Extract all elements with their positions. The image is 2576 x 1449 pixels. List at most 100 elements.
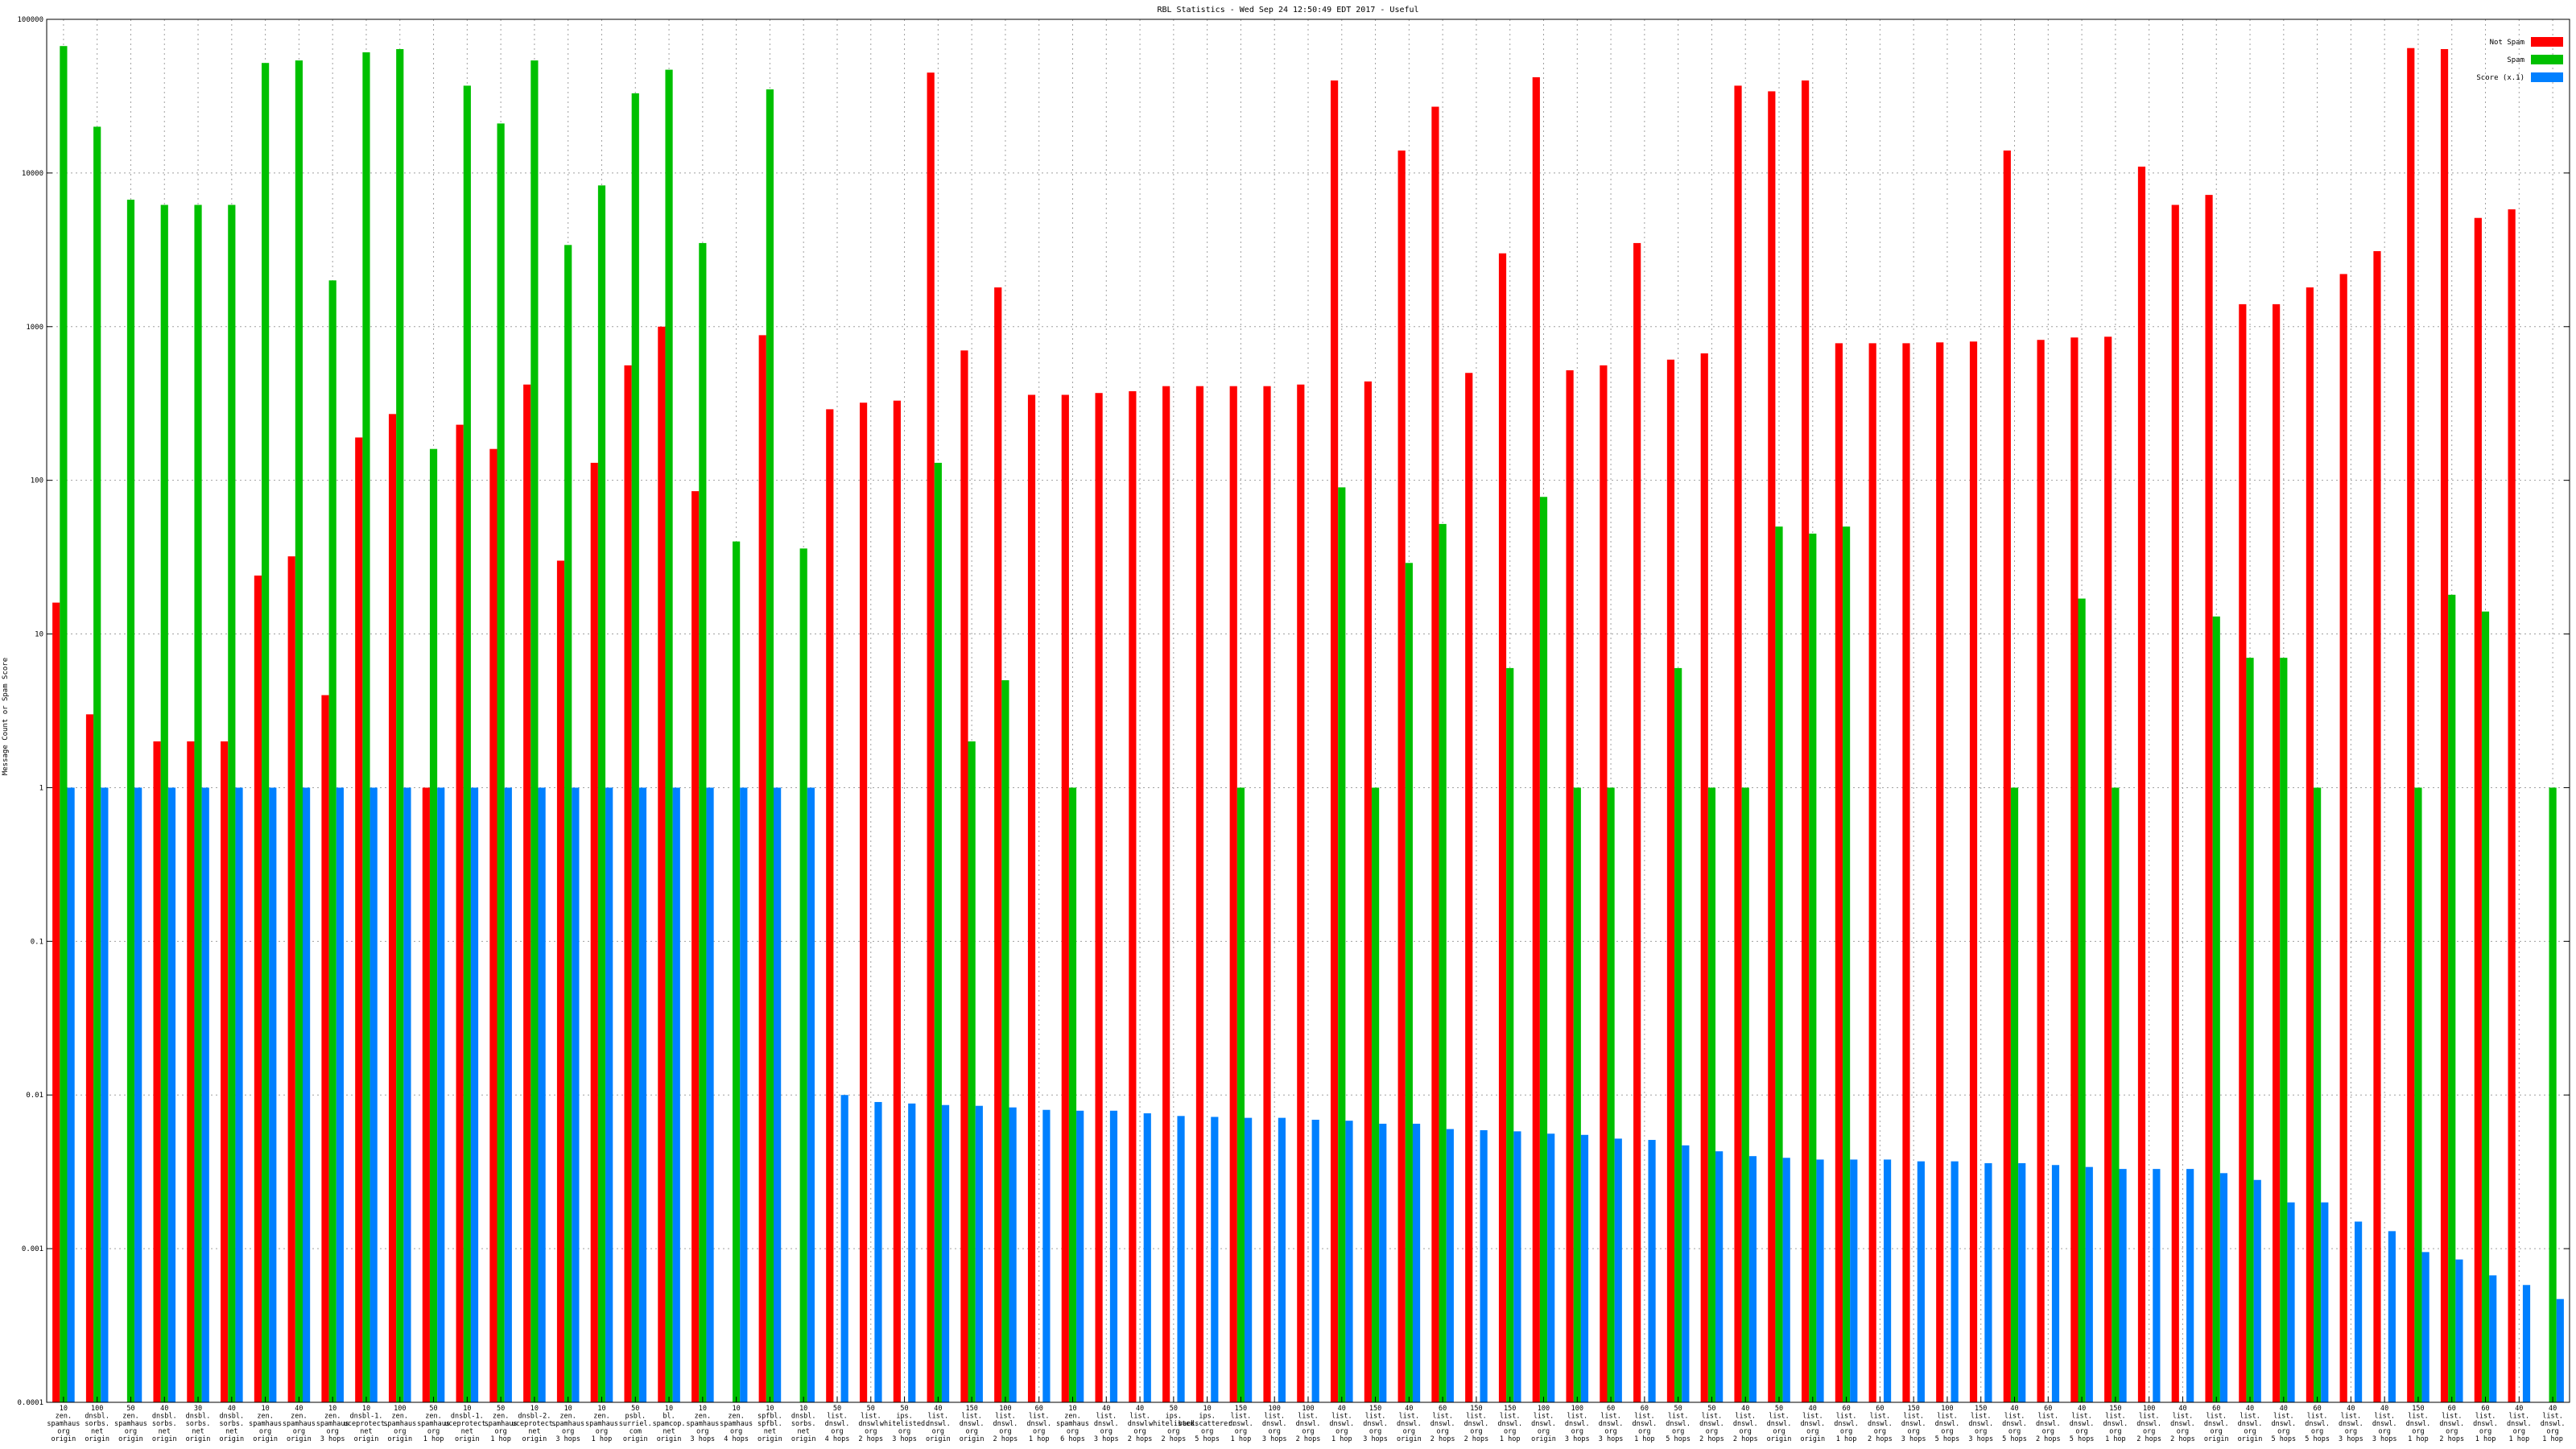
- bar-not-spam: [2239, 303, 2247, 1402]
- bar-not-spam: [1195, 386, 1204, 1403]
- bar-score-x: [2051, 1165, 2060, 1402]
- bar-not-spam: [287, 556, 295, 1402]
- bar-not-spam: [2137, 166, 2146, 1402]
- x-category-label: 50 list. dnswl. org 2 hops: [1699, 1405, 1724, 1443]
- chart-title: RBL Statistics - Wed Sep 24 12:50:49 EDT…: [1157, 6, 1418, 14]
- bar-spam: [934, 462, 942, 1402]
- bar-score-x: [2321, 1202, 2329, 1402]
- bar-score-x: [1009, 1107, 1017, 1402]
- bar-not-spam: [859, 402, 868, 1402]
- bar-score-x: [1648, 1140, 1656, 1402]
- bar-spam: [126, 200, 135, 1403]
- x-category-label: 60 list. dnswl. org 1 hop: [1026, 1405, 1051, 1443]
- x-category-label: 10 zen. spamhaus org origin: [249, 1405, 282, 1443]
- bar-score-x: [2219, 1173, 2228, 1402]
- x-category-label: 150 list. dnswl. org 1 hop: [1497, 1405, 1522, 1443]
- x-category-label: 100 list. dnswl. org 3 hops: [1565, 1405, 1590, 1443]
- bar-score-x: [369, 787, 378, 1402]
- bar-score-x: [67, 787, 75, 1402]
- bar-not-spam: [422, 787, 430, 1402]
- bar-spam: [1707, 787, 1716, 1402]
- bar-score-x: [706, 787, 714, 1402]
- bar-score-x: [774, 787, 782, 1402]
- x-category-label: 40 list. dnswl. org 1 hop: [1329, 1405, 1354, 1443]
- bar-spam: [2314, 787, 2322, 1402]
- bar-score-x: [2119, 1169, 2127, 1402]
- axes: 0.0001 0.001 0.01 0.1 1 10 100 1000 10000 100000: [17, 16, 2570, 1407]
- x-category-label: 150 list. dnswl. org 1 hop: [2406, 1405, 2431, 1443]
- x-category-label: 40 dnsbl. sorbs. net origin: [152, 1405, 177, 1443]
- x-category-label: 50 zen. spamhaus org 1 hop: [485, 1405, 518, 1443]
- bar-not-spam: [1498, 253, 1507, 1402]
- bar-score-x: [1782, 1158, 1790, 1402]
- bar-spam: [968, 741, 976, 1402]
- bar-not-spam: [1902, 343, 1910, 1402]
- bar-score-x: [201, 787, 209, 1402]
- x-category-label: 40 list. dnswl. org 5 hops: [2002, 1405, 2027, 1443]
- bar-not-spam: [321, 695, 329, 1402]
- bar-spam: [1573, 787, 1581, 1402]
- x-category-label: 40 list. dnswl. org 1 hop: [2541, 1405, 2566, 1443]
- bar-not-spam: [1431, 106, 1439, 1402]
- bar-spam: [564, 245, 572, 1403]
- bar-score-x: [1748, 1156, 1757, 1402]
- bar-score-x: [1211, 1117, 1219, 1402]
- bar-not-spam: [1532, 76, 1540, 1403]
- bar-score-x: [437, 787, 445, 1402]
- bar-spam: [2448, 594, 2456, 1402]
- x-category-label: 150 list. dnswl. org 3 hops: [1363, 1405, 1388, 1443]
- x-category-label: 10 dnsbl-1. uceprotect. net origin: [344, 1405, 389, 1443]
- x-category-label: 30 dnsbl. sorbs. net origin: [186, 1405, 211, 1443]
- bar-not-spam: [2474, 217, 2482, 1403]
- bar-score-x: [1109, 1110, 1118, 1402]
- x-category-label: 10 zen. spamhaus org 3 hops: [686, 1405, 719, 1443]
- bar-score-x: [1816, 1159, 1824, 1402]
- bar-not-spam: [2003, 150, 2011, 1403]
- bar-spam: [2112, 787, 2120, 1402]
- x-category-label: 60 list. dnswl. org 3 hops: [1599, 1405, 1624, 1443]
- bar-spam: [1001, 680, 1009, 1402]
- bar-not-spam: [1936, 342, 1944, 1403]
- bar-not-spam: [1061, 394, 1069, 1402]
- bar-spam: [2414, 787, 2422, 1402]
- y-tick-label: 0.1: [31, 938, 43, 946]
- legend: Not Spam Spam Score (x.1): [2476, 37, 2563, 82]
- bar-score-x: [1513, 1131, 1521, 1402]
- legend-swatch: [2531, 37, 2563, 47]
- x-category-label: 10 zen. spamhaus org 1 hop: [585, 1405, 618, 1443]
- x-category-label: 40 list. dnswl. org origin: [1800, 1405, 1825, 1443]
- bar-not-spam: [523, 384, 531, 1402]
- bar-not-spam: [1095, 393, 1103, 1403]
- bar-spam: [429, 448, 438, 1403]
- legend-label: Not Spam: [2490, 39, 2524, 47]
- bar-spam: [1506, 667, 1514, 1402]
- bar-not-spam: [254, 575, 262, 1402]
- bar-spam: [2010, 787, 2019, 1402]
- x-category-label: 40 list. dnswl. org 5 hops: [2271, 1405, 2296, 1443]
- x-category-label: 100 list. dnswl. org origin: [1531, 1405, 1556, 1443]
- bar-spam: [665, 69, 673, 1402]
- bar-score-x: [134, 787, 142, 1402]
- bar-score-x: [101, 787, 109, 1402]
- y-tick-label: 10000: [22, 170, 43, 178]
- bar-score-x: [1345, 1121, 1353, 1402]
- bar-not-spam: [1700, 353, 1708, 1403]
- bar-score-x: [2085, 1166, 2093, 1402]
- bar-spam: [60, 46, 68, 1402]
- bar-score-x: [336, 787, 344, 1402]
- bar-spam: [1068, 787, 1077, 1402]
- x-category-label: 100 zen. spamhaus org origin: [383, 1405, 416, 1443]
- bar-score-x: [1278, 1117, 1286, 1402]
- bar-not-spam: [1734, 85, 1742, 1402]
- legend-swatch: [2531, 55, 2563, 64]
- x-category-label: 10 zen. spamhaus org 3 hops: [316, 1405, 349, 1443]
- bar-not-spam: [2037, 340, 2045, 1403]
- x-category-label: 10 zen. spamhaus org 6 hops: [1056, 1405, 1089, 1443]
- bar-spam: [93, 126, 101, 1402]
- bar-score-x: [2421, 1252, 2429, 1402]
- x-category-label: 40 list. dnswl. org 3 hops: [2339, 1405, 2363, 1443]
- y-tick-label: 0.0001: [17, 1399, 43, 1407]
- bar-not-spam: [1027, 394, 1036, 1402]
- plot-frame: [46, 19, 2570, 1403]
- bar-not-spam: [2306, 287, 2314, 1403]
